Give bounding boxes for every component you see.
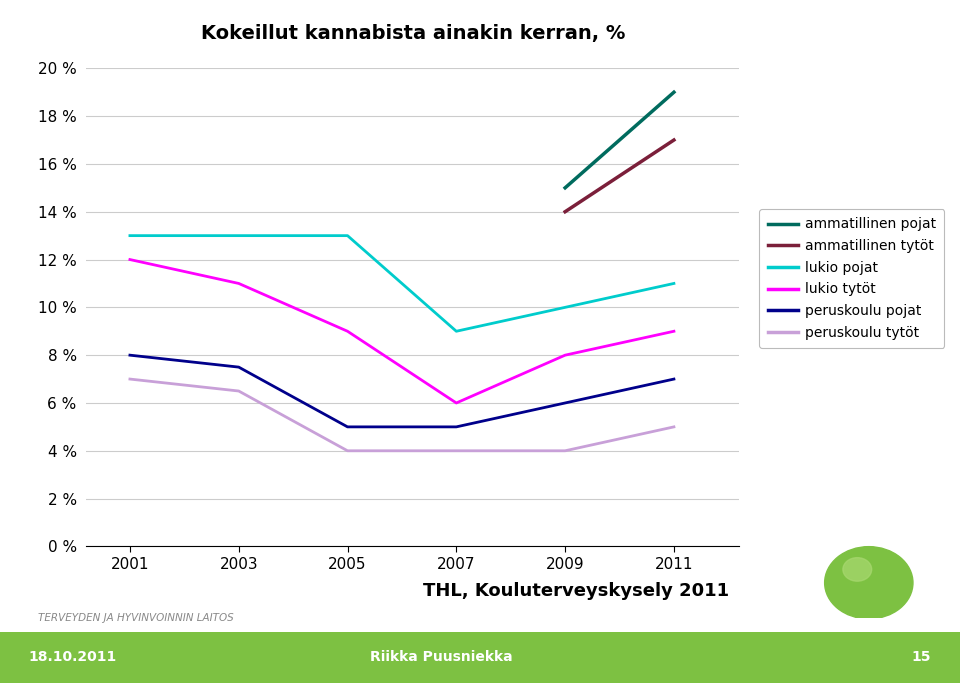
Circle shape [825, 546, 913, 619]
Text: Riikka Puusniekka: Riikka Puusniekka [371, 650, 513, 665]
Text: Kokeillut kannabista ainakin kerran, %: Kokeillut kannabista ainakin kerran, % [201, 24, 625, 43]
Text: THL, Kouluterveyskysely 2011: THL, Kouluterveyskysely 2011 [423, 582, 729, 600]
Text: 18.10.2011: 18.10.2011 [29, 650, 117, 665]
Circle shape [843, 557, 872, 581]
Text: TERVEYDEN JA HYVINVOINNIN LAITOS: TERVEYDEN JA HYVINVOINNIN LAITOS [38, 613, 234, 623]
Legend: ammatillinen pojat, ammatillinen tytöt, lukio pojat, lukio tytöt, peruskoulu poj: ammatillinen pojat, ammatillinen tytöt, … [759, 209, 945, 348]
Text: 15: 15 [912, 650, 931, 665]
